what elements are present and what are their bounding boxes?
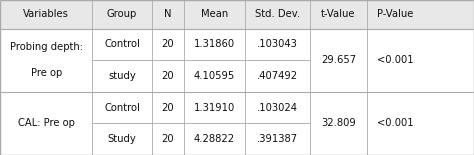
Text: .407492: .407492 — [257, 71, 298, 81]
Text: t-Value: t-Value — [321, 9, 356, 19]
Text: .391387: .391387 — [257, 134, 298, 144]
Text: 20: 20 — [162, 134, 174, 144]
Text: 1.31860: 1.31860 — [194, 39, 235, 49]
Text: Variables: Variables — [23, 9, 69, 19]
Text: 20: 20 — [162, 71, 174, 81]
Text: 20: 20 — [162, 102, 174, 113]
Bar — [0, 92, 474, 155]
Text: <0.001: <0.001 — [377, 118, 414, 128]
Text: 1.31910: 1.31910 — [193, 102, 235, 113]
Text: Control: Control — [104, 39, 140, 49]
Text: Probing depth:

Pre op: Probing depth: Pre op — [9, 42, 83, 78]
Text: P-Value: P-Value — [377, 9, 413, 19]
Text: .103043: .103043 — [257, 39, 298, 49]
Bar — [0, 29, 474, 92]
Text: N: N — [164, 9, 172, 19]
Text: 32.809: 32.809 — [321, 118, 356, 128]
Text: 29.657: 29.657 — [321, 55, 356, 65]
Text: study: study — [108, 71, 136, 81]
Text: Control: Control — [104, 102, 140, 113]
Text: Std. Dev.: Std. Dev. — [255, 9, 300, 19]
Text: 4.10595: 4.10595 — [193, 71, 235, 81]
Bar — [0, 0, 474, 29]
Text: <0.001: <0.001 — [377, 55, 414, 65]
Text: Mean: Mean — [201, 9, 228, 19]
Text: 4.28822: 4.28822 — [194, 134, 235, 144]
Text: CAL: Pre op: CAL: Pre op — [18, 118, 74, 128]
Text: 20: 20 — [162, 39, 174, 49]
Text: Study: Study — [108, 134, 137, 144]
Text: Group: Group — [107, 9, 137, 19]
Text: .103024: .103024 — [257, 102, 298, 113]
